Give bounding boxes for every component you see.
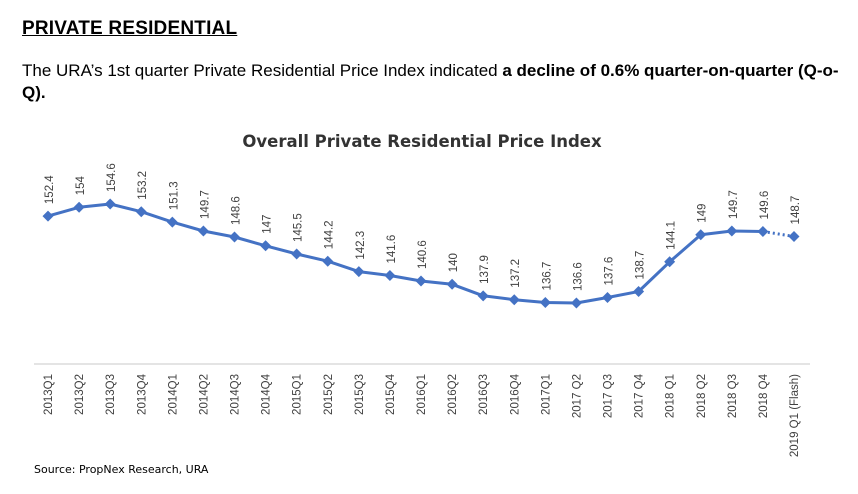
data-point — [42, 210, 54, 222]
x-tick-label: 2017 Q2 — [571, 374, 583, 418]
data-point — [757, 226, 769, 237]
x-tick-label: 2013Q3 — [105, 374, 117, 415]
x-tick-labels: 2013Q1 2013Q2 2013Q3 2013Q4 2014Q1 2014Q2 2014… — [43, 373, 801, 457]
data-point — [788, 230, 800, 242]
x-tick-label: 2017 Q3 — [603, 374, 615, 418]
chart-title: Overall Private Residential Price Index — [242, 132, 602, 151]
data-point — [73, 201, 85, 213]
x-tick-label: 2016Q1 — [416, 374, 428, 415]
data-label: 144.1 — [666, 221, 678, 250]
intro-paragraph: The URA’s 1st quarter Private Residentia… — [22, 60, 842, 104]
intro-highlight: a decline of 0.6% quarter-on-quarter (Q-… — [22, 61, 839, 102]
x-tick-label: 2014Q2 — [198, 374, 210, 415]
data-label: 149 — [697, 204, 709, 223]
data-labels: 152.4 154 154.6 153.2 151.3 149.7 148.6 147 145.… — [44, 163, 802, 291]
x-tick-label: 2017Q1 — [540, 374, 552, 415]
data-point — [260, 240, 272, 252]
x-tick-label: 2013Q2 — [74, 374, 86, 415]
x-tick-label: 2014Q3 — [230, 374, 242, 415]
data-point — [415, 275, 427, 287]
data-point — [384, 270, 396, 281]
data-point — [539, 296, 551, 308]
x-tick-label: 2019 Q1 (Flash) — [789, 374, 801, 457]
data-point — [633, 285, 645, 297]
series-line-flash-segment — [762, 230, 795, 238]
data-label: 151.3 — [168, 181, 180, 210]
data-label: 140.6 — [417, 240, 429, 269]
x-tick-label: 2017 Q4 — [634, 373, 646, 418]
data-point — [477, 290, 489, 302]
x-tick-label: 2014Q1 — [167, 374, 179, 415]
data-label: 138.7 — [635, 251, 647, 280]
data-label: 149.7 — [728, 190, 740, 219]
x-tick-label: 2018 Q1 — [665, 374, 677, 418]
data-label: 137.2 — [510, 259, 522, 288]
x-tick-label: 2016Q4 — [509, 373, 521, 415]
data-point — [353, 266, 365, 278]
data-label: 149.6 — [759, 191, 771, 220]
data-label: 149.7 — [199, 190, 211, 219]
x-tick-label: 2013Q1 — [43, 374, 55, 415]
series-line — [47, 202, 763, 305]
data-point — [446, 278, 458, 290]
data-point — [726, 225, 738, 237]
data-label: 154 — [75, 176, 87, 196]
data-point — [322, 255, 334, 267]
data-label: 142.3 — [355, 231, 367, 260]
data-label: 136.7 — [541, 262, 553, 291]
data-point — [229, 231, 240, 243]
data-label: 144.2 — [324, 220, 336, 249]
x-tick-label: 2013Q4 — [136, 373, 148, 415]
source-note: Source: PropNex Research, URA — [34, 463, 209, 476]
x-tick-label: 2018 Q2 — [696, 374, 708, 418]
data-label: 137.6 — [604, 257, 616, 286]
intro-text: The URA’s 1st quarter Private Residentia… — [22, 61, 503, 80]
data-point — [664, 256, 676, 268]
series-layer — [42, 198, 800, 309]
data-label: 153.2 — [137, 171, 149, 200]
x-tick-label: 2018 Q3 — [727, 374, 739, 418]
data-point — [570, 297, 582, 309]
x-tick-label: 2015Q1 — [292, 374, 304, 415]
x-tick-label: 2016Q3 — [478, 374, 490, 415]
data-point — [166, 216, 178, 228]
x-tick-label: 2015Q2 — [323, 374, 335, 415]
section-heading: PRIVATE RESIDENTIAL — [22, 18, 238, 39]
data-point — [197, 225, 209, 237]
data-point — [508, 294, 520, 306]
x-tick-label: 2015Q4 — [385, 373, 397, 415]
x-tick-label: 2014Q4 — [261, 373, 273, 415]
data-point — [104, 198, 116, 210]
data-label: 145.5 — [293, 213, 305, 242]
x-tick-label: 2016Q2 — [447, 374, 459, 415]
x-tick-label: 2018 Q4 — [758, 373, 770, 418]
data-label: 136.6 — [572, 262, 584, 291]
data-label: 148.7 — [790, 196, 802, 225]
data-label: 152.4 — [44, 175, 56, 204]
data-label: 140 — [448, 253, 460, 272]
data-point — [695, 229, 707, 241]
data-point — [602, 292, 613, 303]
data-label: 141.6 — [386, 235, 398, 264]
data-point — [291, 248, 303, 260]
data-label: 154.6 — [106, 163, 118, 192]
data-point — [135, 206, 147, 218]
x-tick-label: 2015Q3 — [354, 374, 366, 415]
data-label: 148.6 — [231, 196, 243, 225]
data-label: 147 — [262, 215, 274, 234]
data-label: 137.9 — [479, 255, 491, 284]
